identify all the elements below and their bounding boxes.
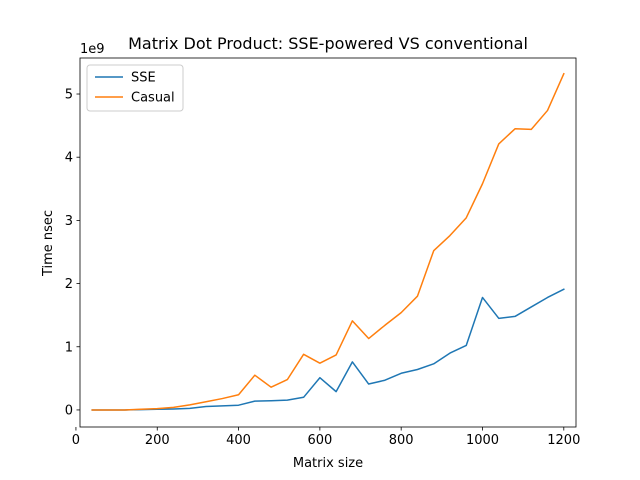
legend-label-sse: SSE xyxy=(131,71,156,86)
y-offset-label: 1e9 xyxy=(80,42,105,57)
x-axis-label: Matrix size xyxy=(293,456,363,471)
chart-title: Matrix Dot Product: SSE-powered VS conve… xyxy=(128,34,528,53)
series-line-casual xyxy=(91,72,565,411)
plot-frame xyxy=(79,57,577,428)
plot-area: 0 200 400 600 800 1000 1200 0 1 2 3 4 5 SSE Casual xyxy=(65,57,580,448)
y-tick-label: 3 xyxy=(65,214,73,229)
y-tick-label: 5 xyxy=(65,88,73,103)
y-tick-label: 1 xyxy=(65,340,73,355)
y-tick-label: 4 xyxy=(65,151,73,166)
x-tick-label: 1000 xyxy=(466,433,499,448)
x-tick-label: 400 xyxy=(226,433,251,448)
x-tick-label: 1200 xyxy=(547,433,580,448)
x-tick-label: 200 xyxy=(145,433,170,448)
y-tick-label: 2 xyxy=(65,277,73,292)
x-tick-label: 600 xyxy=(307,433,332,448)
y-tick-label: 0 xyxy=(65,403,73,418)
y-axis-label: Time nsec xyxy=(41,210,56,277)
x-tick-label: 800 xyxy=(389,433,414,448)
x-tick-label: 0 xyxy=(72,433,80,448)
legend-label-casual: Casual xyxy=(131,91,175,106)
series-line-sse xyxy=(91,288,565,411)
